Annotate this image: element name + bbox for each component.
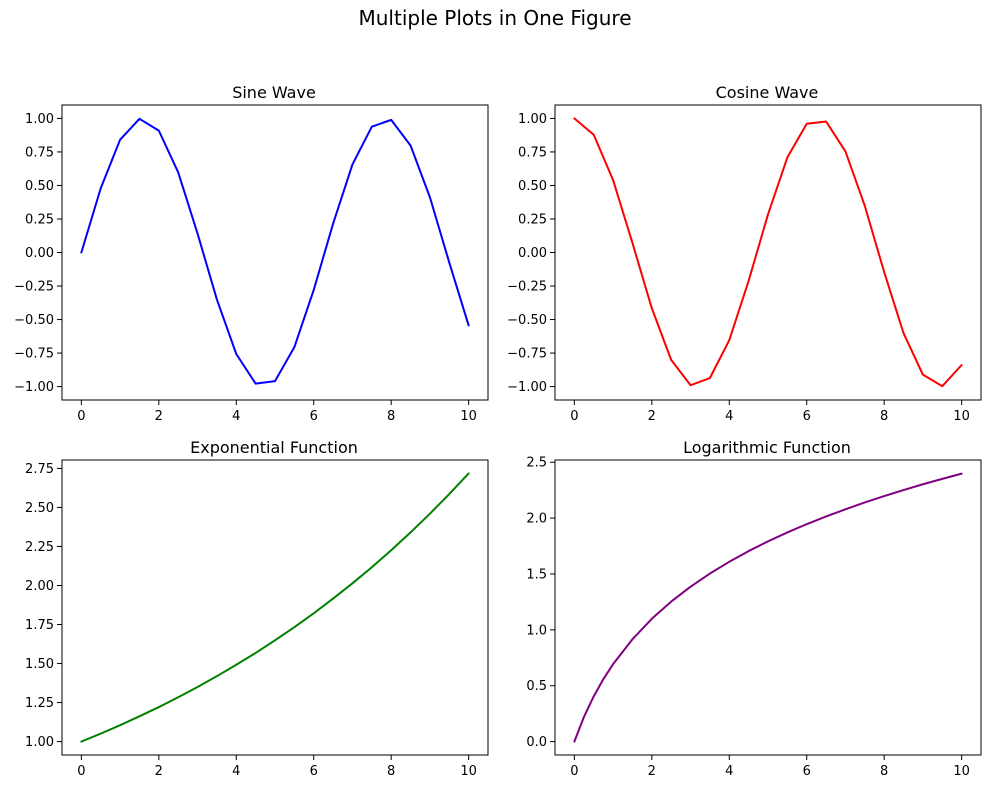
subplot-title: Logarithmic Function	[683, 438, 851, 457]
x-tick-label: 6	[310, 409, 318, 424]
x-tick-label: 2	[155, 409, 163, 424]
y-tick-label: 2.00	[25, 579, 54, 594]
x-tick-label: 0	[77, 764, 85, 779]
y-tick-label: 2.50	[25, 501, 54, 516]
subplot-title: Exponential Function	[190, 438, 358, 457]
x-tick-label: 8	[880, 764, 888, 779]
x-tick-label: 10	[953, 409, 970, 424]
x-tick-label: 10	[953, 764, 970, 779]
series-line	[573, 117, 963, 388]
y-tick-label: 1.5	[526, 567, 547, 582]
x-tick-label: 4	[725, 764, 733, 779]
x-tick-label: 0	[570, 764, 578, 779]
y-tick-label: 0.0	[526, 735, 547, 750]
y-tick-label: 0.00	[25, 246, 54, 261]
x-tick-label: 0	[77, 409, 85, 424]
y-tick-label: 1.00	[25, 735, 54, 750]
x-tick-label: 10	[460, 409, 477, 424]
y-tick-label: 2.25	[25, 540, 54, 555]
x-tick-label: 8	[387, 409, 395, 424]
subplot-cosine: Cosine Wave 0 2 4 6 8 10 −1.00 −0.75 −0.50 −0.25 0…	[507, 83, 982, 424]
y-tick-label: 2.5	[526, 456, 547, 471]
y-tick-label: −0.25	[14, 280, 54, 295]
y-tick-label: −0.25	[507, 280, 547, 295]
y-tick-label: 1.0	[526, 623, 547, 638]
x-tick-label: 2	[648, 409, 656, 424]
subplot-sine: Sine Wave 0 2 4 6 8 10 −1.00 −0.75 −0.50 −0.25 0.0…	[14, 83, 489, 424]
axes-frame	[61, 459, 489, 756]
y-tick-label: 2.0	[526, 512, 547, 527]
x-tick-label: 0	[570, 409, 578, 424]
axes-frame	[61, 104, 489, 401]
x-tick-label: 2	[648, 764, 656, 779]
y-tick-label: −1.00	[14, 380, 54, 395]
y-tick-label: 0.50	[25, 179, 54, 194]
y-tick-label: 1.75	[25, 618, 54, 633]
y-tick-label: 0.25	[25, 212, 54, 227]
series-line	[80, 117, 470, 385]
y-tick-label: 2.75	[25, 462, 54, 477]
subplot-logarithmic: Logarithmic Function 0 2 4 6 8 10 0.0 0.5 1.0 1.5…	[526, 438, 982, 779]
y-tick-label: 0.5	[526, 679, 547, 694]
x-tick-label: 6	[803, 764, 811, 779]
y-tick-label: −1.00	[507, 380, 547, 395]
axes-frame	[554, 459, 982, 756]
y-tick-label: 1.00	[25, 112, 54, 127]
y-tick-label: 0.25	[518, 212, 547, 227]
y-tick-label: −0.50	[507, 313, 547, 328]
y-tick-label: −0.50	[14, 313, 54, 328]
series-line	[80, 472, 470, 743]
figure-suptitle: Multiple Plots in One Figure	[358, 6, 631, 30]
x-tick-label: 6	[803, 409, 811, 424]
y-tick-label: 1.50	[25, 657, 54, 672]
x-tick-label: 2	[155, 764, 163, 779]
y-tick-label: 1.00	[518, 112, 547, 127]
y-tick-label: −0.75	[507, 347, 547, 362]
subplot-title: Cosine Wave	[716, 83, 819, 102]
x-tick-label: 10	[460, 764, 477, 779]
subplot-title: Sine Wave	[232, 83, 316, 102]
x-tick-label: 4	[725, 409, 733, 424]
y-tick-label: 0.00	[518, 246, 547, 261]
y-tick-label: 1.25	[25, 696, 54, 711]
x-tick-label: 4	[232, 409, 240, 424]
x-tick-label: 8	[387, 764, 395, 779]
y-tick-label: −0.75	[14, 347, 54, 362]
y-tick-label: 0.75	[518, 145, 547, 160]
y-tick-label: 0.75	[25, 145, 54, 160]
x-tick-label: 6	[310, 764, 318, 779]
x-tick-label: 8	[880, 409, 888, 424]
y-tick-label: 0.50	[518, 179, 547, 194]
axes-frame	[554, 104, 982, 401]
subplot-exponential: Exponential Function 0 2 4 6 8 10 1.00 1.25 1.50…	[25, 438, 489, 779]
x-tick-label: 4	[232, 764, 240, 779]
series-line	[573, 472, 963, 743]
